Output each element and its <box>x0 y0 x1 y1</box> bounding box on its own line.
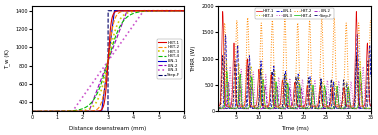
Y-axis label: T_w (K): T_w (K) <box>4 49 10 69</box>
X-axis label: Time (ms): Time (ms) <box>280 126 308 131</box>
X-axis label: Distance downstream (mm): Distance downstream (mm) <box>70 126 147 131</box>
Legend: HBT-1, HBT-2, HBT-3, HBT-4, LIN-1, LIN-2, LIN-3, Step-F: HBT-1, HBT-2, HBT-3, HBT-4, LIN-1, LIN-2… <box>157 39 182 79</box>
Y-axis label: THRR (W): THRR (W) <box>191 46 196 72</box>
Legend: HBT-1, HBT-3, LIN-1, LIN-3, HBT-2, HBT-4, LIN-2, Step-F: HBT-1, HBT-3, LIN-1, LIN-3, HBT-2, HBT-4… <box>255 8 334 19</box>
